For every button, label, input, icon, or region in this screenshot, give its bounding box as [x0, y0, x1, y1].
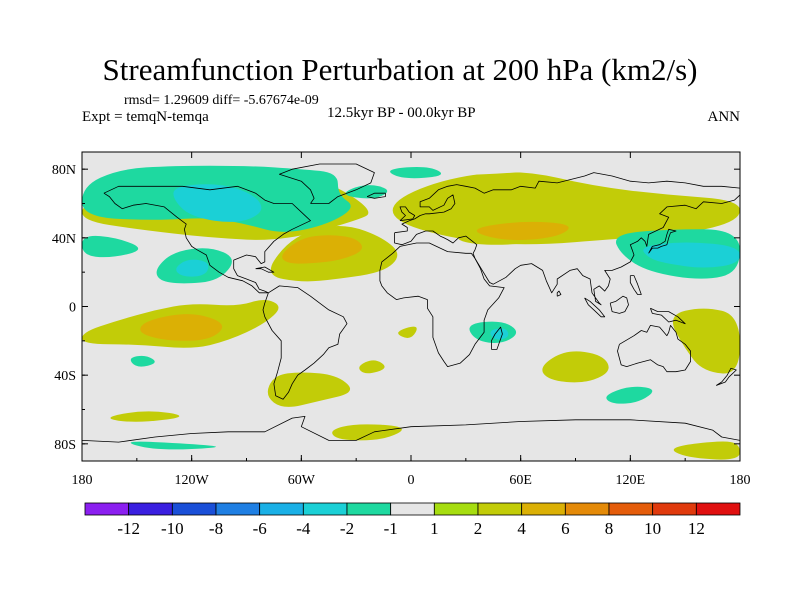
contour-region-8	[282, 235, 362, 264]
contour-region-27	[82, 430, 288, 455]
coastline-eurasia	[394, 172, 740, 306]
contour-region-28	[130, 441, 217, 450]
colorbar-swatch	[521, 502, 566, 516]
coastlines	[82, 163, 740, 443]
coastline-greenland	[279, 163, 375, 204]
colorbar-swatch	[259, 502, 304, 516]
coastline-madagascar	[491, 326, 503, 350]
contour-region-22	[267, 372, 351, 407]
colorbar-label: 1	[430, 519, 439, 538]
y-tick-label: 80N	[52, 163, 76, 178]
y-tick-label: 40S	[54, 369, 76, 384]
x-tick-label: 60W	[288, 473, 316, 488]
experiment-label: Expt = temqN-temqa	[82, 109, 209, 125]
colorbar-swatch	[128, 502, 173, 516]
period-label: 12.5kyr BP - 00.0kyr BP	[327, 105, 476, 121]
contour-region-14	[140, 314, 223, 341]
colorbar-swatch	[477, 502, 523, 516]
y-tick-label: 0	[69, 301, 76, 316]
contour-region-21	[672, 308, 740, 374]
contour-region-5	[173, 184, 262, 222]
x-tick-label: 120E	[616, 473, 646, 488]
colorbar-label: 6	[561, 519, 570, 538]
colorbar-label: 8	[605, 519, 614, 538]
coastline-australia	[617, 325, 691, 373]
coastline-japan	[648, 228, 677, 254]
coastline-sumatra	[584, 297, 606, 318]
contour-region-37	[398, 326, 417, 338]
colorbar-swatch	[608, 502, 654, 516]
colorbar-swatch	[84, 502, 130, 516]
colorbar-swatch	[390, 502, 435, 516]
coastline-south-america	[262, 285, 348, 400]
coastline-new-guinea	[650, 307, 686, 325]
contour-region-25	[606, 386, 653, 404]
colorbar-swatch	[171, 502, 217, 516]
colorbar-label: -1	[384, 519, 398, 538]
x-tick-label: 0	[408, 473, 415, 488]
colorbar-label: 12	[688, 519, 705, 538]
contour-region-31	[345, 185, 388, 199]
contour-region-38	[359, 360, 385, 374]
coastline-cuba	[255, 266, 275, 273]
contour-region-26	[82, 415, 235, 429]
contour-region-30	[673, 441, 740, 460]
colorbar-swatch	[695, 502, 741, 516]
contour-region-4	[390, 166, 442, 179]
x-tick-label: 120W	[175, 473, 210, 488]
x-tick-label: 60E	[509, 473, 532, 488]
colorbar-swatch	[652, 502, 697, 516]
coastline-north-america	[103, 185, 311, 294]
chart-title: Streamfunction Perturbation at 200 hPa (…	[102, 52, 698, 87]
colorbar-label: -12	[117, 519, 140, 538]
contour-regions	[82, 160, 740, 460]
colorbar-label: -8	[209, 519, 223, 538]
contour-region-11	[104, 259, 133, 268]
x-tick-label: 180	[730, 473, 751, 488]
contour-region-33	[643, 242, 740, 268]
colorbar-label: -6	[253, 519, 267, 538]
colorbar-label: -2	[340, 519, 354, 538]
contour-region-20	[542, 351, 609, 383]
contour-region-39	[110, 411, 180, 422]
stats-text: rmsd= 1.29609 diff= -5.67674e-09	[124, 93, 319, 108]
coastline-great-britain	[399, 206, 416, 222]
colorbar-label: 4	[517, 519, 526, 538]
contour-region-10	[176, 259, 209, 277]
colorbar-label: -4	[296, 519, 311, 538]
colorbar-swatch	[302, 502, 348, 516]
coastline-iceland	[366, 192, 386, 199]
coastline-borneo	[609, 295, 629, 314]
x-tick-label: 180	[72, 473, 93, 488]
y-tick-label: 40N	[52, 232, 76, 247]
colorbar-label: 10	[644, 519, 661, 538]
season-label: ANN	[707, 109, 741, 125]
contour-region-1	[392, 172, 740, 245]
colorbar-swatch	[564, 502, 610, 516]
contour-region-29	[332, 424, 402, 441]
contour-region-17	[490, 328, 509, 340]
colorbar-swatch	[433, 502, 479, 516]
colorbar: -12 -10 -8 -6 -4 -2 -1 1 2 4 6 8 10 12	[84, 502, 741, 538]
colorbar-swatch	[215, 502, 261, 516]
colorbar-label: 2	[474, 519, 483, 538]
contour-region-23	[406, 374, 434, 391]
coastline-philippines	[629, 275, 642, 295]
colorbar-label: -10	[161, 519, 184, 538]
colorbar-swatch	[346, 502, 392, 516]
contour-region-34	[443, 197, 490, 223]
contour-region-19	[130, 355, 155, 367]
coastline-africa	[379, 242, 505, 367]
contour-region-15	[280, 310, 618, 378]
y-tick-label: 80S	[54, 438, 76, 453]
axes: 180 120W 60W 0 60E 120E 180 80N 40N 0 40S 80S	[52, 152, 751, 488]
coastline-antarctica	[82, 416, 740, 443]
coastline-new-zealand	[715, 367, 737, 386]
contour-region-36	[476, 221, 569, 240]
contour-region-6	[82, 235, 139, 258]
coastline-sri-lanka	[556, 290, 562, 297]
